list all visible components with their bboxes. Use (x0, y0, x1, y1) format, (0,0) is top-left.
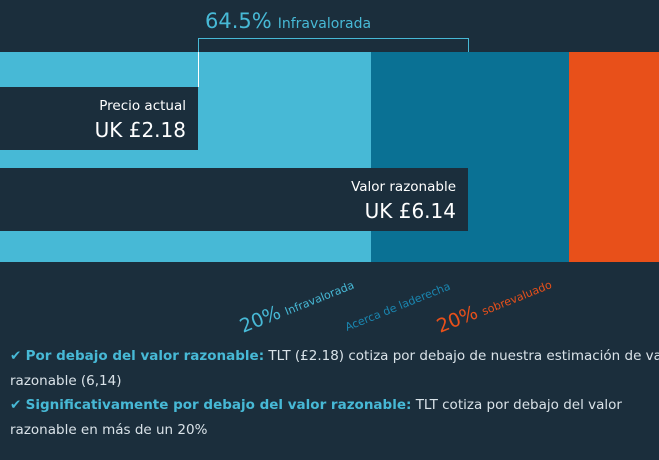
fair-value-label: Valor razonable (351, 179, 456, 195)
zone-under: 20%Infravalorada (237, 272, 357, 338)
check-title: Significativamente por debajo del valor … (25, 397, 412, 413)
check-icon: ✔ (10, 348, 22, 364)
check-title: Por debajo del valor razonable: (25, 348, 265, 364)
check-text: TLT cotiza por debajo del valor razonabl… (10, 397, 622, 438)
discount-value: 64.5% (205, 9, 272, 33)
overvalued-zone (569, 52, 659, 262)
current-price-box (0, 87, 198, 150)
zone-over-label: sobrevaluado (480, 278, 554, 318)
check-icon: ✔ (10, 397, 22, 413)
fair-value-value: UK £6.14 (365, 199, 456, 223)
valuation-graphic: 64.5% Infravalorada Precio actual UK £2.1… (0, 9, 659, 338)
current-price-value: UK £2.18 (95, 118, 186, 142)
checks: ✔ Por debajo del valor razonable: TLT (£… (10, 344, 659, 442)
zone-over: 20%sobrevaluado (434, 272, 555, 338)
zone-under-percent: 20% (237, 301, 284, 337)
check-item: ✔ Por debajo del valor razonable: TLT (£… (10, 344, 659, 393)
zone-under-label: Infravalorada (283, 279, 356, 319)
check-item: ✔ Significativamente por debajo del valo… (10, 393, 659, 442)
zone-fair-label: Acerca de laderecha (343, 280, 452, 334)
check-text: TLT (£2.18) cotiza por debajo de nuestra… (10, 348, 659, 389)
fair-value-box (0, 168, 468, 231)
discount: 64.5% Infravalorada (205, 9, 371, 33)
current-price-label: Precio actual (99, 98, 186, 114)
zone-over-percent: 20% (434, 301, 481, 337)
discount-label: Infravalorada (278, 16, 371, 32)
